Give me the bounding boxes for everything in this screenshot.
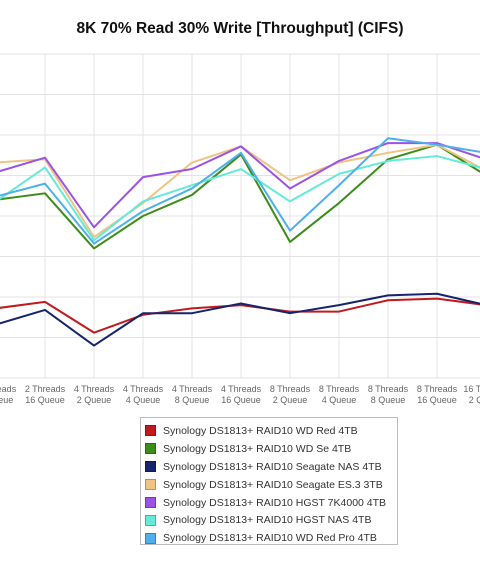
legend-item: Synology DS1813+ RAID10 HGST 7K4000 4TB — [145, 494, 397, 512]
legend-label: Synology DS1813+ RAID10 WD Se 4TB — [163, 442, 352, 455]
x-tick-label: 8 Threads 2 Queue — [270, 384, 311, 405]
legend-item: Synology DS1813+ RAID10 WD Red 4TB — [145, 422, 397, 440]
legend-item: Synology DS1813+ RAID10 Seagate NAS 4TB — [145, 458, 397, 476]
legend-label: Synology DS1813+ RAID10 WD Red Pro 4TB — [163, 532, 377, 545]
chart-title: 8K 70% Read 30% Write [Throughput] (CIFS… — [76, 20, 404, 37]
legend-label: Synology DS1813+ RAID10 WD Red 4TB — [163, 424, 358, 437]
legend-label: Synology DS1813+ RAID10 Seagate NAS 4TB — [163, 460, 382, 473]
x-tick-label: 8 Threads 16 Queue — [417, 384, 458, 405]
legend-swatch — [145, 479, 156, 491]
legend-label: Synology DS1813+ RAID10 HGST 7K4000 4TB — [163, 496, 387, 509]
legend-item: Synology DS1813+ RAID10 Seagate ES.3 3TB — [145, 476, 397, 494]
series-line — [0, 137, 480, 245]
series-line — [0, 292, 480, 347]
x-tick-label: 8 Threads 8 Queue — [368, 384, 409, 405]
legend-swatch — [145, 461, 156, 473]
x-tick-label: 2 Threads 16 Queue — [25, 384, 66, 405]
x-tick-label: 4 Threads 2 Queue — [74, 384, 115, 405]
legend-item: Synology DS1813+ RAID10 WD Red Pro 4TB — [145, 529, 397, 547]
grid-lines — [0, 53, 480, 379]
legend-swatch — [145, 497, 156, 508]
legend-item: Synology DS1813+ RAID10 HGST NAS 4TB — [145, 511, 397, 529]
legend-label: Synology DS1813+ RAID10 Seagate ES.3 3TB — [163, 478, 383, 491]
legend-swatch — [145, 532, 156, 544]
series-lines — [0, 137, 480, 347]
series-line — [0, 155, 480, 242]
series-line — [0, 142, 480, 229]
x-tick-label: 4 Threads 16 Queue — [221, 384, 262, 405]
legend-swatch — [145, 514, 156, 526]
series-line — [0, 297, 480, 334]
legend-item: Synology DS1813+ RAID10 WD Se 4TB — [145, 440, 397, 458]
x-tick-label: 4 Threads 4 Queue — [123, 384, 164, 405]
x-tick-label: 4 Threads 8 Queue — [172, 384, 213, 405]
legend-swatch — [145, 425, 156, 437]
x-tick-label: 8 Threads 4 Queue — [319, 384, 360, 405]
legend-swatch — [145, 443, 156, 455]
legend: Synology DS1813+ RAID10 WD Red 4TB Synolo… — [140, 417, 398, 545]
legend-label: Synology DS1813+ RAID10 HGST NAS 4TB — [163, 514, 372, 527]
